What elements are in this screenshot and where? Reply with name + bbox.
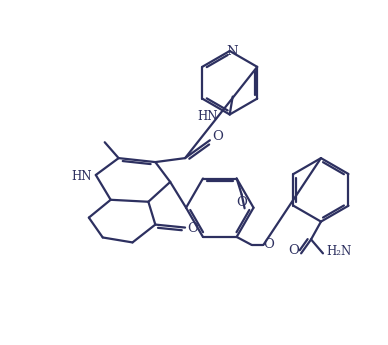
Text: O: O (263, 238, 274, 252)
Text: O: O (212, 130, 223, 143)
Text: N: N (226, 46, 237, 59)
Text: O: O (288, 244, 299, 257)
Text: HN: HN (197, 110, 218, 123)
Text: H₂N: H₂N (326, 245, 352, 258)
Text: O: O (236, 196, 247, 209)
Text: HN: HN (72, 170, 92, 184)
Text: O: O (187, 222, 198, 235)
